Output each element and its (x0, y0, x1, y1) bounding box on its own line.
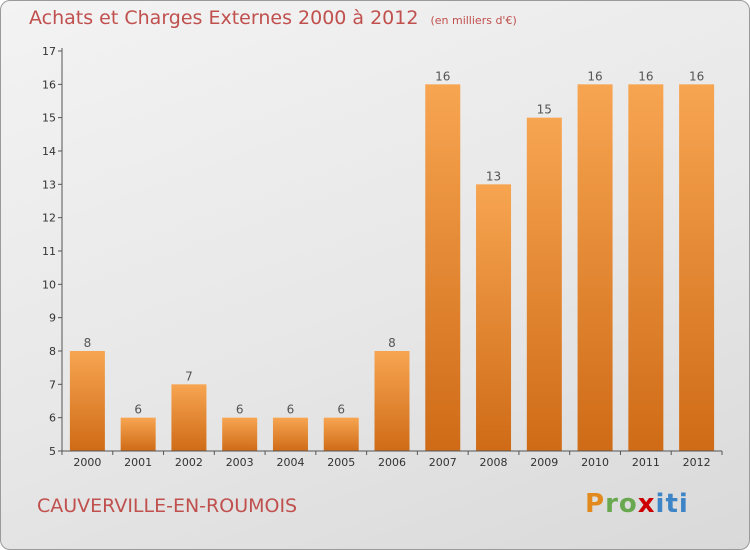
y-tick-label: 7 (49, 378, 56, 391)
x-tick-label: 2005 (327, 456, 355, 469)
bar-2006 (374, 351, 410, 451)
y-tick-label: 8 (49, 345, 56, 358)
x-tick-label: 2003 (226, 456, 254, 469)
bar-2000 (69, 351, 105, 451)
x-tick-label: 2011 (632, 456, 660, 469)
logo-part: iti (655, 489, 689, 519)
bar-2003 (222, 417, 258, 451)
y-tick-label: 6 (49, 412, 56, 425)
x-tick-label: 2009 (530, 456, 558, 469)
x-tick-label: 2012 (683, 456, 711, 469)
value-label: 6 (287, 403, 295, 417)
value-label: 13 (486, 169, 501, 183)
y-tick-label: 14 (42, 145, 56, 158)
bars-group (69, 84, 715, 452)
commune-name: CAUVERVILLE-EN-ROUMOIS (37, 495, 298, 517)
value-label: 6 (337, 403, 345, 417)
x-tick-label: 2002 (175, 456, 203, 469)
y-tick-label: 17 (42, 45, 56, 58)
y-tick-label: 5 (49, 445, 56, 458)
y-tick-label: 11 (42, 245, 56, 258)
value-label: 16 (638, 69, 653, 83)
bar-2004 (272, 417, 308, 451)
bar-2010 (577, 84, 613, 451)
value-label: 8 (84, 336, 92, 350)
logo-part: P (585, 489, 606, 519)
proxiti-logo: Proxiti (585, 489, 689, 519)
x-tick-label: 2001 (124, 456, 152, 469)
x-tick-label: 2010 (581, 456, 609, 469)
chart-unit: (en milliers d'€) (430, 14, 517, 27)
y-tick-label: 9 (49, 312, 56, 325)
bar-2001 (120, 417, 156, 451)
value-label: 15 (537, 103, 552, 117)
x-tick-label: 2006 (378, 456, 406, 469)
value-label: 7 (185, 369, 193, 383)
value-label: 6 (134, 403, 142, 417)
axes-group (58, 48, 723, 455)
labels-group: 8 2000 6 2001 7 2002 6 2003 6 2004 6 2005 8 2006 16 200… (42, 45, 711, 469)
y-tick-label: 13 (42, 178, 56, 191)
y-tick-label: 12 (42, 212, 56, 225)
y-tick-label: 15 (42, 112, 56, 125)
bar-2012 (679, 84, 715, 451)
bar-2002 (171, 384, 207, 451)
x-tick-label: 2004 (276, 456, 304, 469)
chart-title-text: Achats et Charges Externes 2000 à 2012 (29, 7, 419, 29)
x-tick-label: 2007 (429, 456, 457, 469)
value-label: 16 (689, 69, 704, 83)
value-label: 6 (236, 403, 244, 417)
bar-2009 (526, 117, 562, 452)
x-tick-label: 2000 (73, 456, 101, 469)
chart-title: Achats et Charges Externes 2000 à 2012 (e… (29, 7, 517, 29)
bar-2005 (323, 417, 359, 451)
y-tick-label: 16 (42, 78, 56, 91)
bar-2011 (628, 84, 664, 451)
bar-2007 (425, 84, 461, 451)
value-label: 16 (587, 69, 602, 83)
logo-part: ro (605, 489, 638, 519)
logo-part: x (637, 489, 656, 519)
value-label: 16 (435, 69, 450, 83)
x-tick-label: 2008 (480, 456, 508, 469)
y-tick-label: 10 (42, 278, 56, 291)
bar-2008 (476, 184, 512, 452)
value-label: 8 (388, 336, 396, 350)
